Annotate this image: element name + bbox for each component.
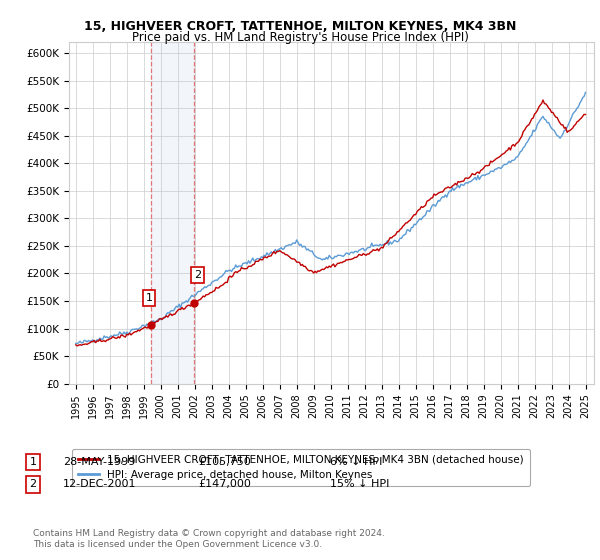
Legend: 15, HIGHVEER CROFT, TATTENHOE, MILTON KEYNES, MK4 3BN (detached house), HPI: Ave: 15, HIGHVEER CROFT, TATTENHOE, MILTON KE… <box>71 449 530 486</box>
Text: 2: 2 <box>194 270 201 280</box>
Text: 1: 1 <box>29 457 37 467</box>
Text: 15% ↓ HPI: 15% ↓ HPI <box>330 479 389 489</box>
Text: 1: 1 <box>145 293 152 303</box>
Text: 28-MAY-1999: 28-MAY-1999 <box>63 457 136 467</box>
Text: £105,750: £105,750 <box>198 457 251 467</box>
Text: Contains HM Land Registry data © Crown copyright and database right 2024.
This d: Contains HM Land Registry data © Crown c… <box>33 529 385 549</box>
Bar <box>151 42 194 384</box>
Text: £147,000: £147,000 <box>198 479 251 489</box>
Text: 2: 2 <box>29 479 37 489</box>
Text: 12-DEC-2001: 12-DEC-2001 <box>63 479 137 489</box>
Text: 6% ↓ HPI: 6% ↓ HPI <box>330 457 382 467</box>
Text: Price paid vs. HM Land Registry's House Price Index (HPI): Price paid vs. HM Land Registry's House … <box>131 31 469 44</box>
Text: 15, HIGHVEER CROFT, TATTENHOE, MILTON KEYNES, MK4 3BN: 15, HIGHVEER CROFT, TATTENHOE, MILTON KE… <box>84 20 516 32</box>
